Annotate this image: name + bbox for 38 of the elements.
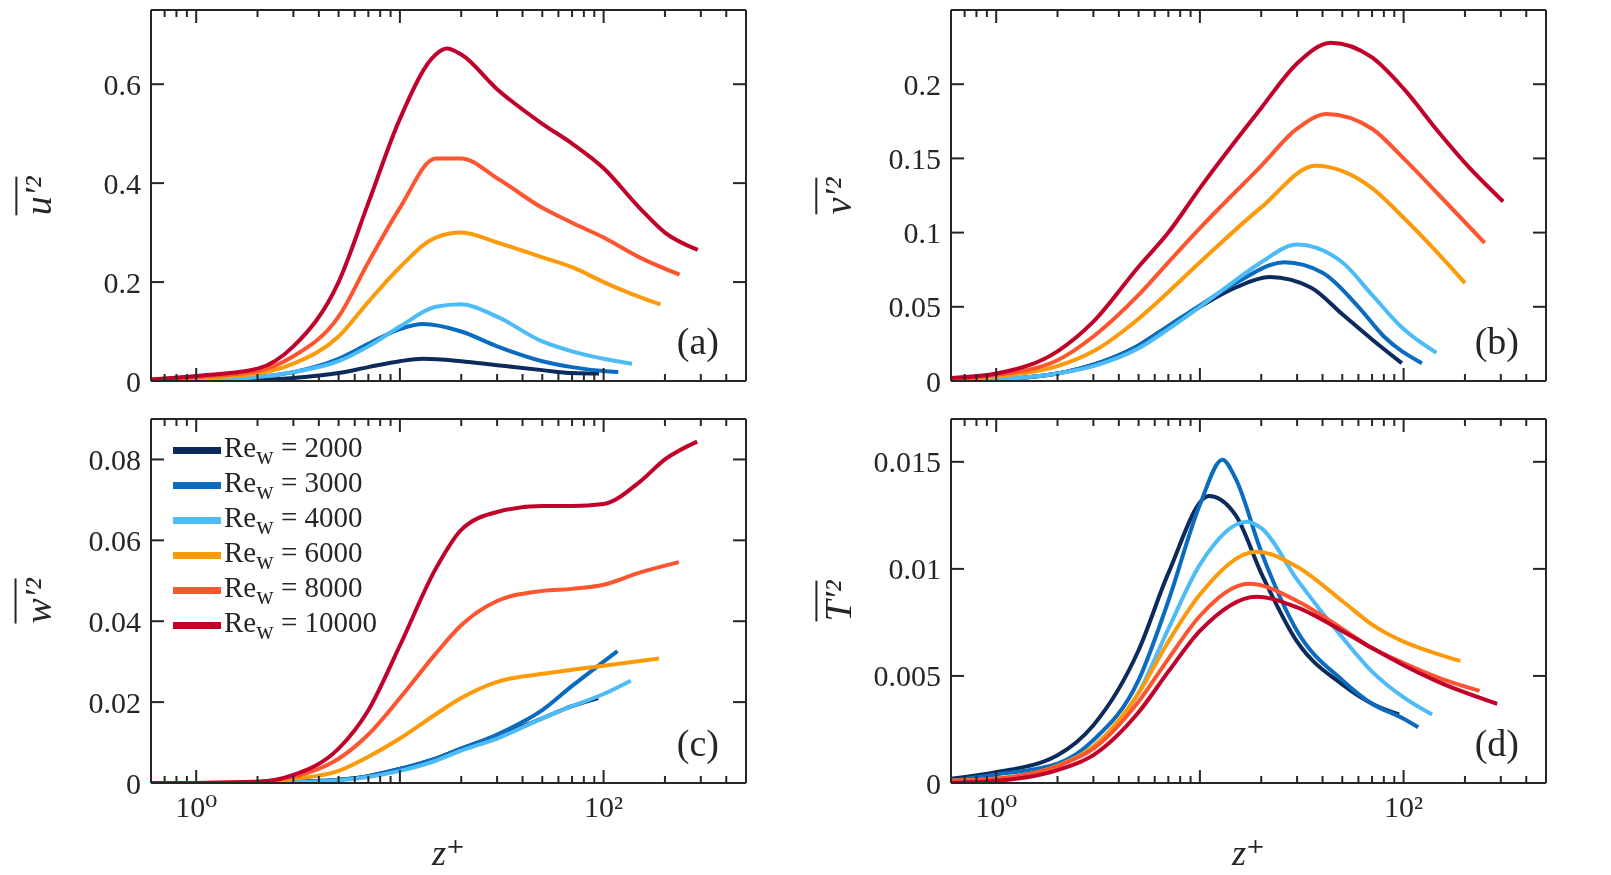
- y-axis-title: v′²: [816, 177, 860, 214]
- y-tick-label: 0: [926, 766, 941, 800]
- legend-label: Re$_{w}$ = 10000: [224, 606, 378, 645]
- y-axis-title: u′²: [16, 176, 60, 215]
- legend-label: Re$_{w}$ = 3000: [224, 466, 363, 504]
- y-tick-label: 0.15: [888, 141, 941, 175]
- y-tick-label: 0.015: [873, 445, 941, 479]
- y-tick-label: 0.4: [103, 166, 141, 200]
- y-axis-title: T′²: [816, 580, 860, 622]
- legend-label: Re$_{w}$ = 6000: [224, 536, 363, 574]
- annotation: (c): [676, 721, 719, 765]
- y-tick-label: 0.005: [873, 659, 941, 693]
- y-tick-label: 0: [926, 364, 941, 398]
- y-tick-label: 0.2: [903, 67, 941, 101]
- annotation: (d): [1474, 721, 1519, 765]
- y-tick-label: 0.2: [103, 265, 141, 299]
- legend-label: Re$_{w}$ = 2000: [224, 431, 363, 469]
- annotation: (b): [1474, 319, 1519, 363]
- annotation: (a): [676, 319, 719, 363]
- x-tick-label: 10²: [584, 789, 624, 823]
- x-tick-label: 10²: [1384, 789, 1424, 823]
- legend-label: Re$_{w}$ = 4000: [224, 501, 363, 539]
- y-tick-label: 0.01: [888, 552, 941, 586]
- y-tick-label: 0.6: [103, 67, 141, 101]
- y-axis-title: w′²: [16, 578, 60, 624]
- y-tick-label: 0.1: [903, 216, 941, 250]
- y-tick-label: 0.04: [88, 604, 141, 638]
- x-axis-title: z⁺: [430, 833, 466, 873]
- x-tick-label: 10⁰: [975, 789, 1018, 823]
- y-tick-label: 0: [126, 364, 141, 398]
- x-axis-title: z⁺: [1230, 833, 1266, 873]
- y-tick-label: 0.08: [88, 442, 141, 476]
- y-tick-label: 0.05: [888, 290, 941, 324]
- x-tick-label: 10⁰: [175, 789, 218, 823]
- y-tick-label: 0.02: [88, 685, 141, 719]
- legend-label: Re$_{w}$ = 8000: [224, 571, 363, 609]
- y-tick-label: 0: [126, 766, 141, 800]
- y-tick-label: 0.06: [88, 523, 141, 557]
